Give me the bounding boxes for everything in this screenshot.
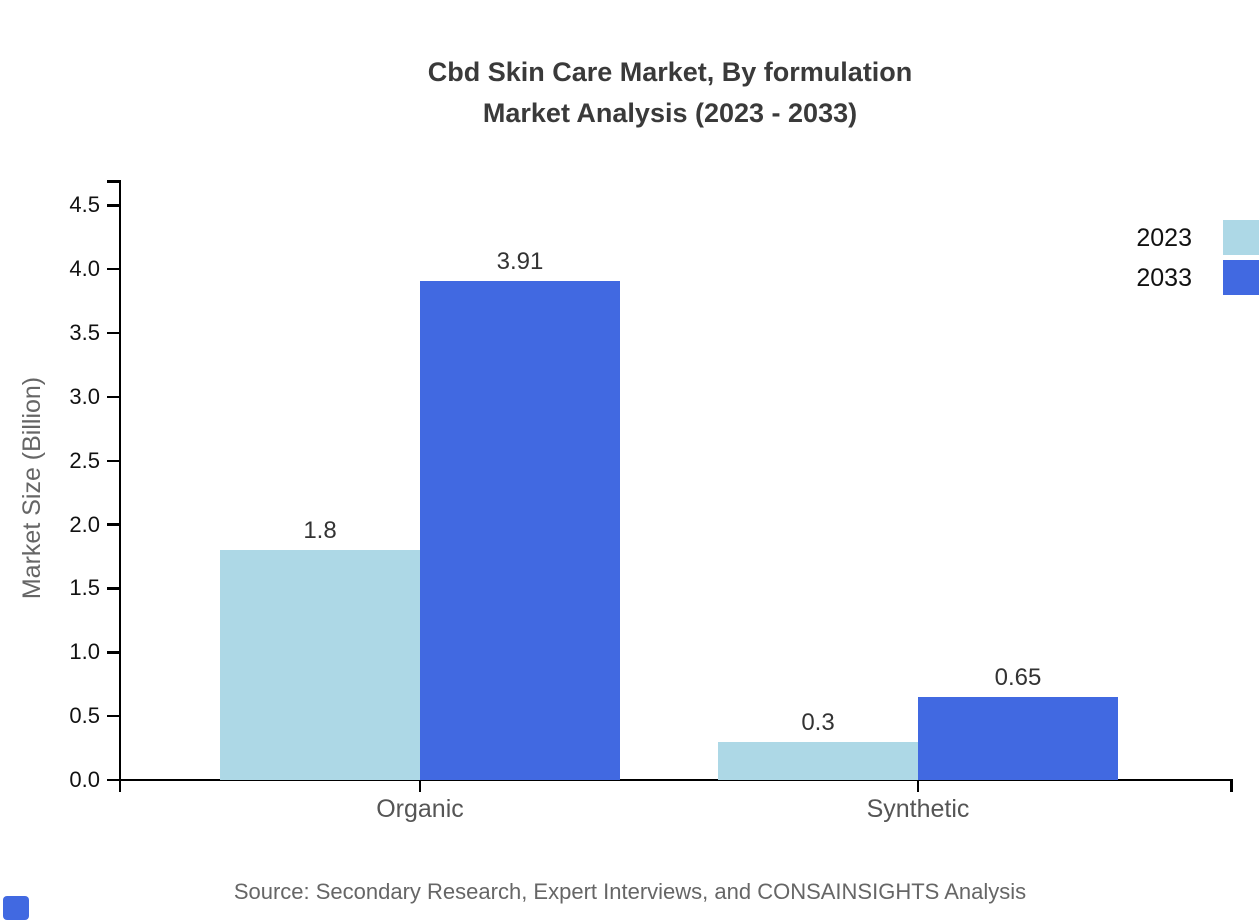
y-tick-label: 1.5 [69, 575, 100, 601]
chart-title-line2: Market Analysis (2023 - 2033) [482, 98, 858, 128]
bar-2033-synthetic [918, 696, 1118, 780]
x-category-label-organic: Organic [376, 795, 464, 823]
legend-label-2023: 2023 [1136, 224, 1192, 252]
y-tick-label: 0.5 [69, 703, 100, 729]
x-tick [916, 780, 920, 792]
legend-label-2033: 2033 [1136, 264, 1192, 292]
legend-swatch-2033 [1223, 260, 1259, 295]
y-tick [107, 459, 120, 462]
x-axis-spine [107, 778, 1233, 782]
bar-2023-organic [220, 550, 420, 780]
chart-title-line1: Cbd Skin Care Market, By formulation [427, 57, 913, 87]
y-tick [107, 331, 120, 335]
brand-logo-square [3, 896, 29, 920]
y-axis-top-cap [107, 180, 120, 183]
y-tick-label: 0.0 [69, 767, 100, 792]
x-axis-right-cap [1230, 780, 1233, 792]
bar-value-label: 3.91 [496, 247, 544, 275]
bar-value-label: 0.3 [801, 708, 835, 736]
bar-2033-organic [420, 280, 620, 780]
x-category-label-synthetic: Synthetic [866, 795, 970, 823]
y-tick [107, 778, 120, 782]
y-tick [107, 267, 120, 271]
y-tick [107, 651, 120, 654]
y-tick-label: 2.0 [69, 511, 100, 537]
y-tick [107, 523, 120, 526]
y-tick-label: 4.5 [69, 192, 100, 218]
bar-2023-synthetic [718, 741, 918, 780]
y-tick-label: 1.0 [69, 639, 100, 665]
bar-value-label: 1.8 [303, 517, 337, 545]
y-tick-label: 3.5 [69, 320, 100, 346]
y-tick [107, 587, 120, 590]
source-note: Source: Secondary Research, Expert Inter… [233, 879, 1027, 904]
y-tick [107, 204, 120, 207]
y-tick [107, 395, 120, 399]
bar-value-label: 0.65 [994, 663, 1042, 691]
y-tick-label: 3.0 [69, 383, 100, 409]
y-tick [107, 714, 120, 718]
x-tick [418, 780, 422, 792]
y-axis-spine [118, 180, 122, 792]
y-tick-label: 2.5 [69, 447, 100, 473]
chart-title: Cbd Skin Care Market, By formulation Mar… [80, 52, 1260, 134]
legend-swatch-2023 [1223, 220, 1259, 255]
y-tick-label: 4.0 [69, 256, 100, 282]
